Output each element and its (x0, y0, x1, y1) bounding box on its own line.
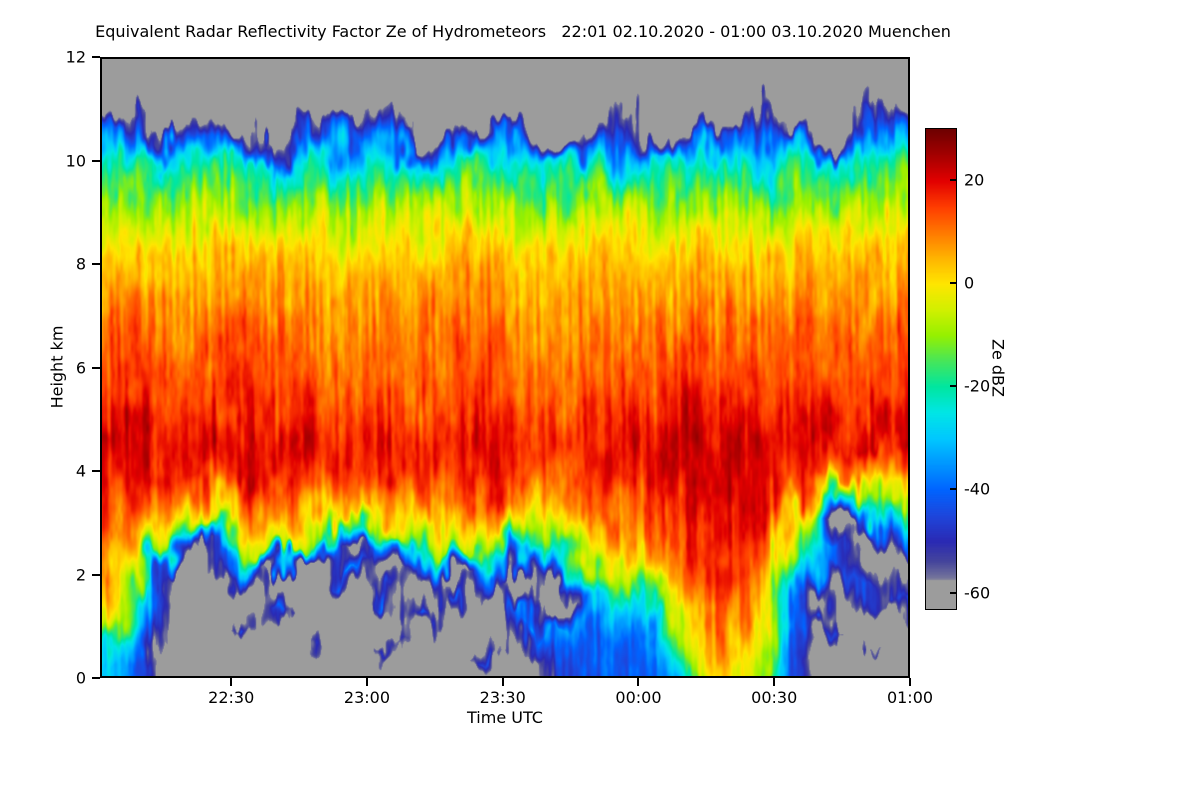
x-tick-label: 23:00 (343, 688, 391, 707)
colorbar-tick-label: 0 (964, 273, 975, 293)
y-tick-label: 10 (65, 151, 86, 170)
colorbar-tick-mark (950, 488, 956, 491)
y-tick-label: 12 (65, 47, 86, 67)
chart-title: Equivalent Radar Reflectivity Factor Ze … (95, 22, 951, 41)
colorbar-tick-label: 20 (964, 170, 985, 190)
colorbar-tick-mark (950, 281, 956, 284)
colorbar-label: Ze dBZ (988, 339, 1008, 397)
x-tick-label: 22:30 (208, 688, 255, 707)
y-tick-label: 2 (75, 565, 86, 584)
y-axis-ticks: 0 2 4 6 8 10 12 (0, 48, 100, 688)
colorbar-tick-label: -60 (964, 583, 991, 603)
y-tick-label: 4 (75, 461, 86, 481)
y-tick-mark (92, 470, 100, 472)
y-tick-label: 6 (75, 358, 86, 377)
heatmap-canvas (102, 59, 908, 676)
x-tick-mark (230, 678, 233, 686)
colorbar (925, 128, 957, 610)
plot-area (100, 57, 910, 678)
y-tick-mark (92, 366, 100, 369)
y-tick-label: 8 (75, 254, 86, 274)
x-tick-label: 01:00 (886, 688, 934, 707)
x-axis-ticks: 22:30 23:00 23:30 00:00 00:30 01:00 (100, 678, 933, 718)
x-tick-label: 23:30 (479, 688, 526, 707)
y-tick-mark (92, 263, 100, 265)
y-tick-mark (92, 56, 100, 58)
colorbar-ticks: 20 0 -20 -40 -60 (950, 128, 1016, 608)
x-tick-mark (365, 678, 368, 686)
y-tick-mark (92, 159, 100, 162)
y-tick-label: 0 (75, 668, 86, 688)
colorbar-canvas (926, 129, 956, 609)
x-axis-label: Time UTC (467, 708, 543, 727)
x-tick-mark (637, 678, 640, 686)
y-tick-mark (92, 573, 100, 576)
x-tick-label: 00:30 (751, 688, 798, 707)
y-tick-mark (92, 677, 100, 679)
x-tick-mark (773, 678, 776, 686)
colorbar-tick-label: -40 (964, 479, 991, 499)
colorbar-tick-mark (950, 385, 956, 388)
x-tick-label: 00:00 (615, 688, 662, 707)
x-tick-mark (909, 678, 911, 686)
colorbar-tick-mark (950, 178, 956, 181)
colorbar-tick-mark (950, 591, 956, 594)
colorbar-tick-label: -20 (964, 376, 991, 396)
x-tick-mark (501, 678, 504, 686)
